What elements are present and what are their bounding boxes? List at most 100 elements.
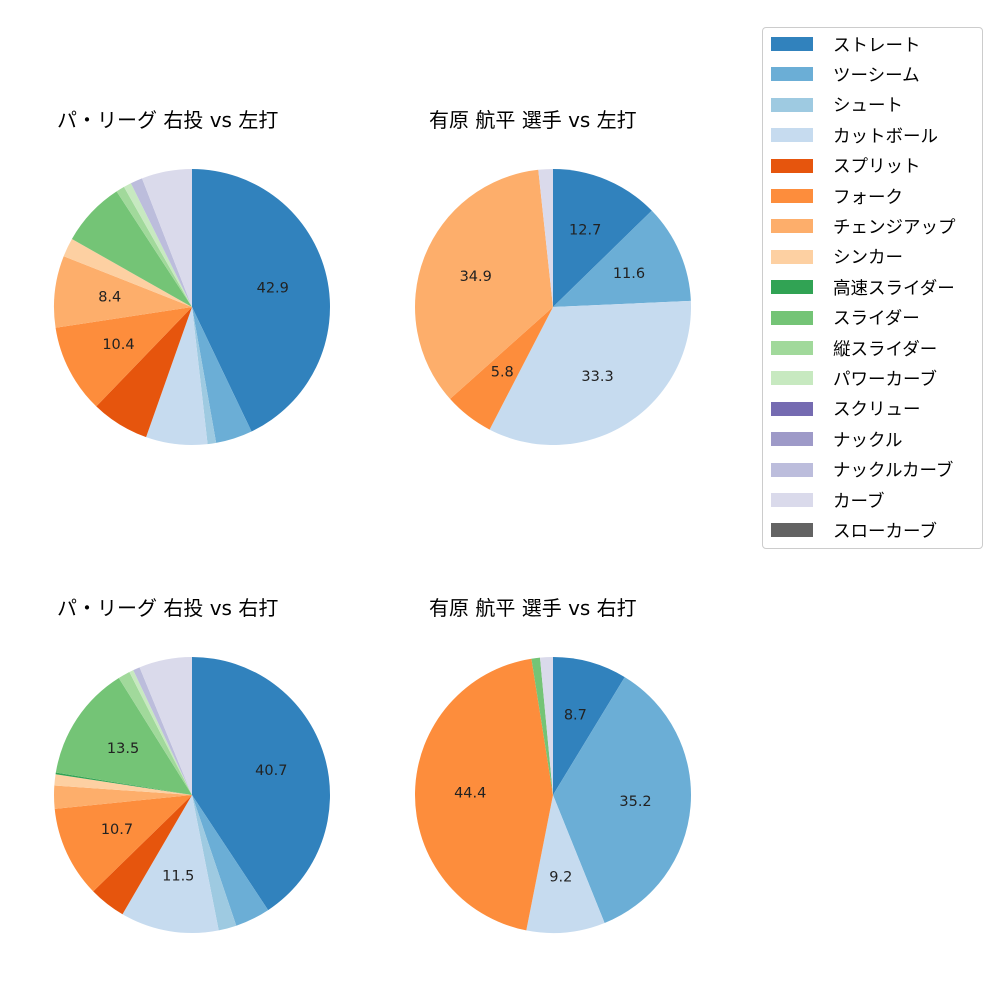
pie-slice bbox=[54, 256, 192, 328]
pie-slice bbox=[540, 657, 553, 795]
pie-slice bbox=[122, 795, 219, 933]
pie-slice bbox=[192, 795, 237, 931]
slice-percent-label: 8.4 bbox=[98, 290, 121, 306]
pie-slice bbox=[54, 785, 193, 809]
legend-label: 縦スライダー bbox=[833, 339, 938, 360]
legend-label: 高速スライダー bbox=[833, 278, 955, 299]
pie-slice bbox=[116, 186, 192, 307]
pie-slice bbox=[531, 657, 553, 795]
pie-slice bbox=[146, 307, 208, 445]
pie-slice bbox=[489, 300, 691, 445]
pie-slice bbox=[553, 169, 652, 307]
pie-slice bbox=[538, 169, 553, 307]
slice-percent-label: 42.9 bbox=[257, 281, 289, 297]
legend-item-cutter: カットボール bbox=[771, 125, 938, 147]
legend-label: スクリュー bbox=[833, 400, 921, 421]
pie-slice bbox=[139, 657, 192, 795]
chart-title-pitcher-vs-left: 有原 航平 選手 vs 左打 bbox=[429, 108, 637, 132]
legend-swatch bbox=[771, 401, 813, 416]
pie-slice bbox=[93, 795, 192, 915]
legend-item-straight: ストレート bbox=[771, 34, 921, 56]
legend-item-knuckle-curve: ナックルカーブ bbox=[771, 460, 954, 482]
legend-label: ナックルカーブ bbox=[833, 461, 954, 482]
pie-slice bbox=[192, 657, 331, 911]
legend-item-fork: フォーク bbox=[771, 186, 903, 208]
legend-swatch bbox=[771, 249, 813, 264]
pie-slice bbox=[54, 774, 193, 795]
legend-swatch bbox=[771, 280, 813, 295]
legend-label: シンカー bbox=[833, 248, 903, 269]
pie-slice bbox=[192, 307, 252, 443]
pie-slice bbox=[130, 178, 192, 307]
legend-item-changeup: チェンジアップ bbox=[771, 216, 956, 238]
pie-slice bbox=[192, 169, 330, 432]
pie-slice bbox=[142, 169, 192, 307]
slice-percent-label: 11.5 bbox=[162, 869, 194, 885]
legend-label: スローカーブ bbox=[833, 521, 937, 542]
legend-label: ストレート bbox=[833, 35, 921, 56]
pie-slice bbox=[450, 307, 553, 430]
pie-slice bbox=[63, 239, 193, 307]
legend-item-fast-slider: 高速スライダー bbox=[771, 277, 955, 299]
legend-swatch bbox=[771, 432, 813, 447]
legend-item-slider: スライダー bbox=[771, 308, 920, 330]
legend-item-sinker: シンカー bbox=[771, 247, 903, 269]
slice-percent-label: 10.4 bbox=[102, 337, 134, 353]
pie-slice bbox=[553, 677, 691, 923]
slice-percent-label: 9.2 bbox=[549, 869, 572, 885]
pie-slice bbox=[55, 307, 193, 407]
legend-item-vertical-slider: 縦スライダー bbox=[771, 338, 938, 360]
chart-title-league-vs-right: パ・リーグ 右投 vs 右打 bbox=[57, 596, 279, 620]
pie-slice bbox=[192, 307, 217, 445]
legend-swatch bbox=[771, 462, 813, 477]
legend-label: スプリット bbox=[833, 157, 921, 178]
slice-percent-label: 8.7 bbox=[564, 707, 587, 723]
slice-percent-label: 13.5 bbox=[107, 741, 139, 757]
legend-swatch bbox=[771, 37, 813, 51]
legend-swatch bbox=[771, 493, 813, 507]
legend-label: スライダー bbox=[833, 309, 920, 330]
slice-percent-label: 35.2 bbox=[619, 794, 651, 810]
chart-title-league-vs-left: パ・リーグ 右投 vs 左打 bbox=[57, 108, 279, 132]
pie-slice bbox=[129, 670, 192, 795]
pie-slice bbox=[553, 210, 691, 307]
pie-slice bbox=[192, 795, 269, 926]
legend-label: ツーシーム bbox=[833, 65, 920, 86]
slice-percent-label: 40.7 bbox=[255, 763, 287, 779]
legend-label: カーブ bbox=[833, 491, 885, 512]
legend-item-shoot: シュート bbox=[771, 95, 903, 117]
legend-label: シュート bbox=[833, 96, 903, 117]
chart-title-pitcher-vs-right: 有原 航平 選手 vs 右打 bbox=[429, 596, 637, 620]
legend-label: パワーカーブ bbox=[833, 369, 937, 390]
pie-slice bbox=[414, 658, 553, 931]
pie-slice bbox=[526, 795, 605, 934]
legend-swatch bbox=[771, 189, 813, 203]
slice-percent-label: 10.7 bbox=[101, 822, 133, 838]
slice-percent-label: 12.7 bbox=[569, 223, 601, 239]
legend-swatch bbox=[771, 523, 813, 538]
legend-item-slow-curve: スローカーブ bbox=[771, 520, 937, 542]
legend-label: ナックル bbox=[833, 430, 903, 451]
pie-slice bbox=[414, 169, 553, 399]
legend-item-split: スプリット bbox=[771, 156, 921, 178]
legend: ストレート ツーシーム シュート カットボール スプリット フォーク チェンジア… bbox=[762, 27, 983, 549]
pie-slice bbox=[133, 667, 192, 795]
slice-percent-label: 5.8 bbox=[491, 364, 514, 380]
legend-item-screwball: スクリュー bbox=[771, 399, 921, 421]
legend-swatch bbox=[771, 67, 813, 82]
legend-swatch bbox=[771, 341, 813, 355]
slice-percent-label: 11.6 bbox=[613, 266, 645, 282]
legend-label: カットボール bbox=[833, 126, 938, 147]
legend-swatch bbox=[771, 219, 813, 234]
legend-swatch bbox=[771, 128, 813, 143]
pie-slice bbox=[55, 772, 193, 795]
legend-item-two-seam: ツーシーム bbox=[771, 64, 920, 86]
legend-swatch bbox=[771, 158, 813, 173]
slice-percent-label: 34.9 bbox=[460, 269, 492, 285]
legend-item-curve: カーブ bbox=[771, 490, 885, 512]
pie-slice bbox=[55, 678, 192, 795]
